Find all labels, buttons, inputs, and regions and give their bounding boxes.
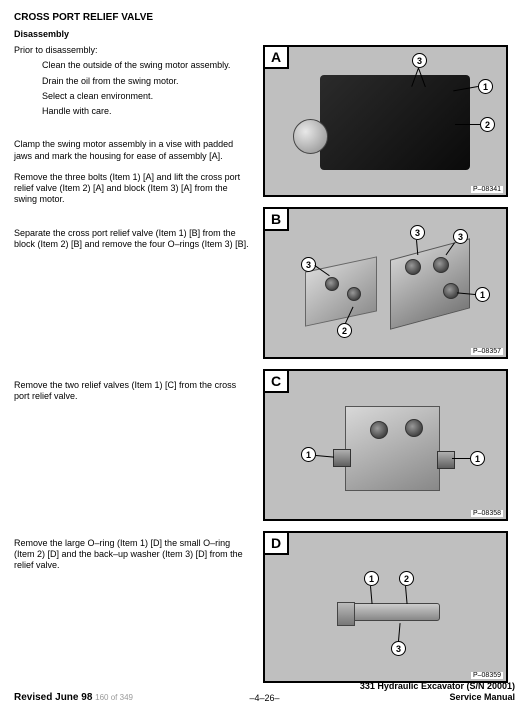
leader-line [452,458,470,459]
figure-d: D 1 2 3 P–08359 [263,531,508,683]
leader-line [398,623,401,641]
callout: 1 [478,79,493,94]
port-graphic [347,287,361,301]
figure-b: B 3 2 3 3 1 P–08357 [263,207,508,359]
paragraph-a1: Clamp the swing motor assembly in a vise… [14,139,249,162]
intro-line: Handle with care. [14,106,249,117]
figure-id: P–08341 [471,186,503,193]
figure-id: P–08357 [471,348,503,355]
callout: 3 [391,641,406,656]
content-row: Prior to disassembly: Clean the outside … [14,45,515,683]
valve-graphic [350,603,440,621]
motor-graphic [320,75,470,170]
callout: 3 [410,225,425,240]
footer-doc: 331 Hydraulic Excavator (S/N 20001) Serv… [360,681,515,703]
intro-line: Clean the outside of the swing motor ass… [14,60,249,71]
figure-c: C 1 1 P–08358 [263,369,508,521]
footer-page-number: –4–26– [249,693,279,703]
intro-line: Drain the oil from the swing motor. [14,76,249,87]
paragraph-b: Separate the cross port relief valve (It… [14,228,249,251]
intro-label: Prior to disassembly: [14,45,249,56]
port-graphic [443,283,459,299]
footer-revised-text: Revised June 98 [14,692,92,703]
paragraph-c: Remove the two relief valves (Item 1) [C… [14,380,249,403]
figure-letter: B [265,209,289,231]
leader-line [370,586,373,604]
figure-letter: C [265,371,289,393]
callout: 2 [399,571,414,586]
callout: 2 [337,323,352,338]
leader-line [316,455,334,458]
leader-line [405,586,408,604]
hex-graphic [333,449,351,467]
paragraph-a2: Remove the three bolts (Item 1) [A] and … [14,172,249,206]
leader-line [416,240,418,255]
figure-id: P–08358 [471,510,503,517]
port-graphic [405,419,423,437]
callout: 3 [453,229,468,244]
footer-doc-sub: Service Manual [360,692,515,703]
figure-id: P–08359 [471,672,503,679]
page-title: CROSS PORT RELIEF VALVE [14,12,515,23]
block-graphic [390,238,470,329]
callout: 1 [470,451,485,466]
figure-a: A 3 1 2 P–08341 [263,45,508,197]
port-graphic [405,259,421,275]
footer-revised: Revised June 98 160 of 349 [14,692,133,703]
block-graphic [345,406,440,491]
footer-doc-title: 331 Hydraulic Excavator (S/N 20001) [360,681,515,692]
figure-letter: D [265,533,289,555]
footer-overlay: 160 of 349 [95,693,133,702]
callout: 1 [364,571,379,586]
intro-line: Select a clean environment. [14,91,249,102]
port-graphic [433,257,449,273]
callout: 2 [480,117,495,132]
figures-column: A 3 1 2 P–08341 B 3 2 3 [263,45,508,683]
paragraph-d: Remove the large O–ring (Item 1) [D] the… [14,538,249,572]
figure-letter: A [265,47,289,69]
text-column: Prior to disassembly: Clean the outside … [14,45,249,683]
port-graphic [370,421,388,439]
callout: 1 [475,287,490,302]
cylinder-graphic [293,119,328,154]
section-subhead: Disassembly [14,29,515,39]
page-footer: Revised June 98 160 of 349 –4–26– 331 Hy… [14,681,515,703]
hex-graphic [437,451,455,469]
callout: 1 [301,447,316,462]
port-graphic [325,277,339,291]
callout: 3 [412,53,427,68]
leader-line [455,124,480,125]
